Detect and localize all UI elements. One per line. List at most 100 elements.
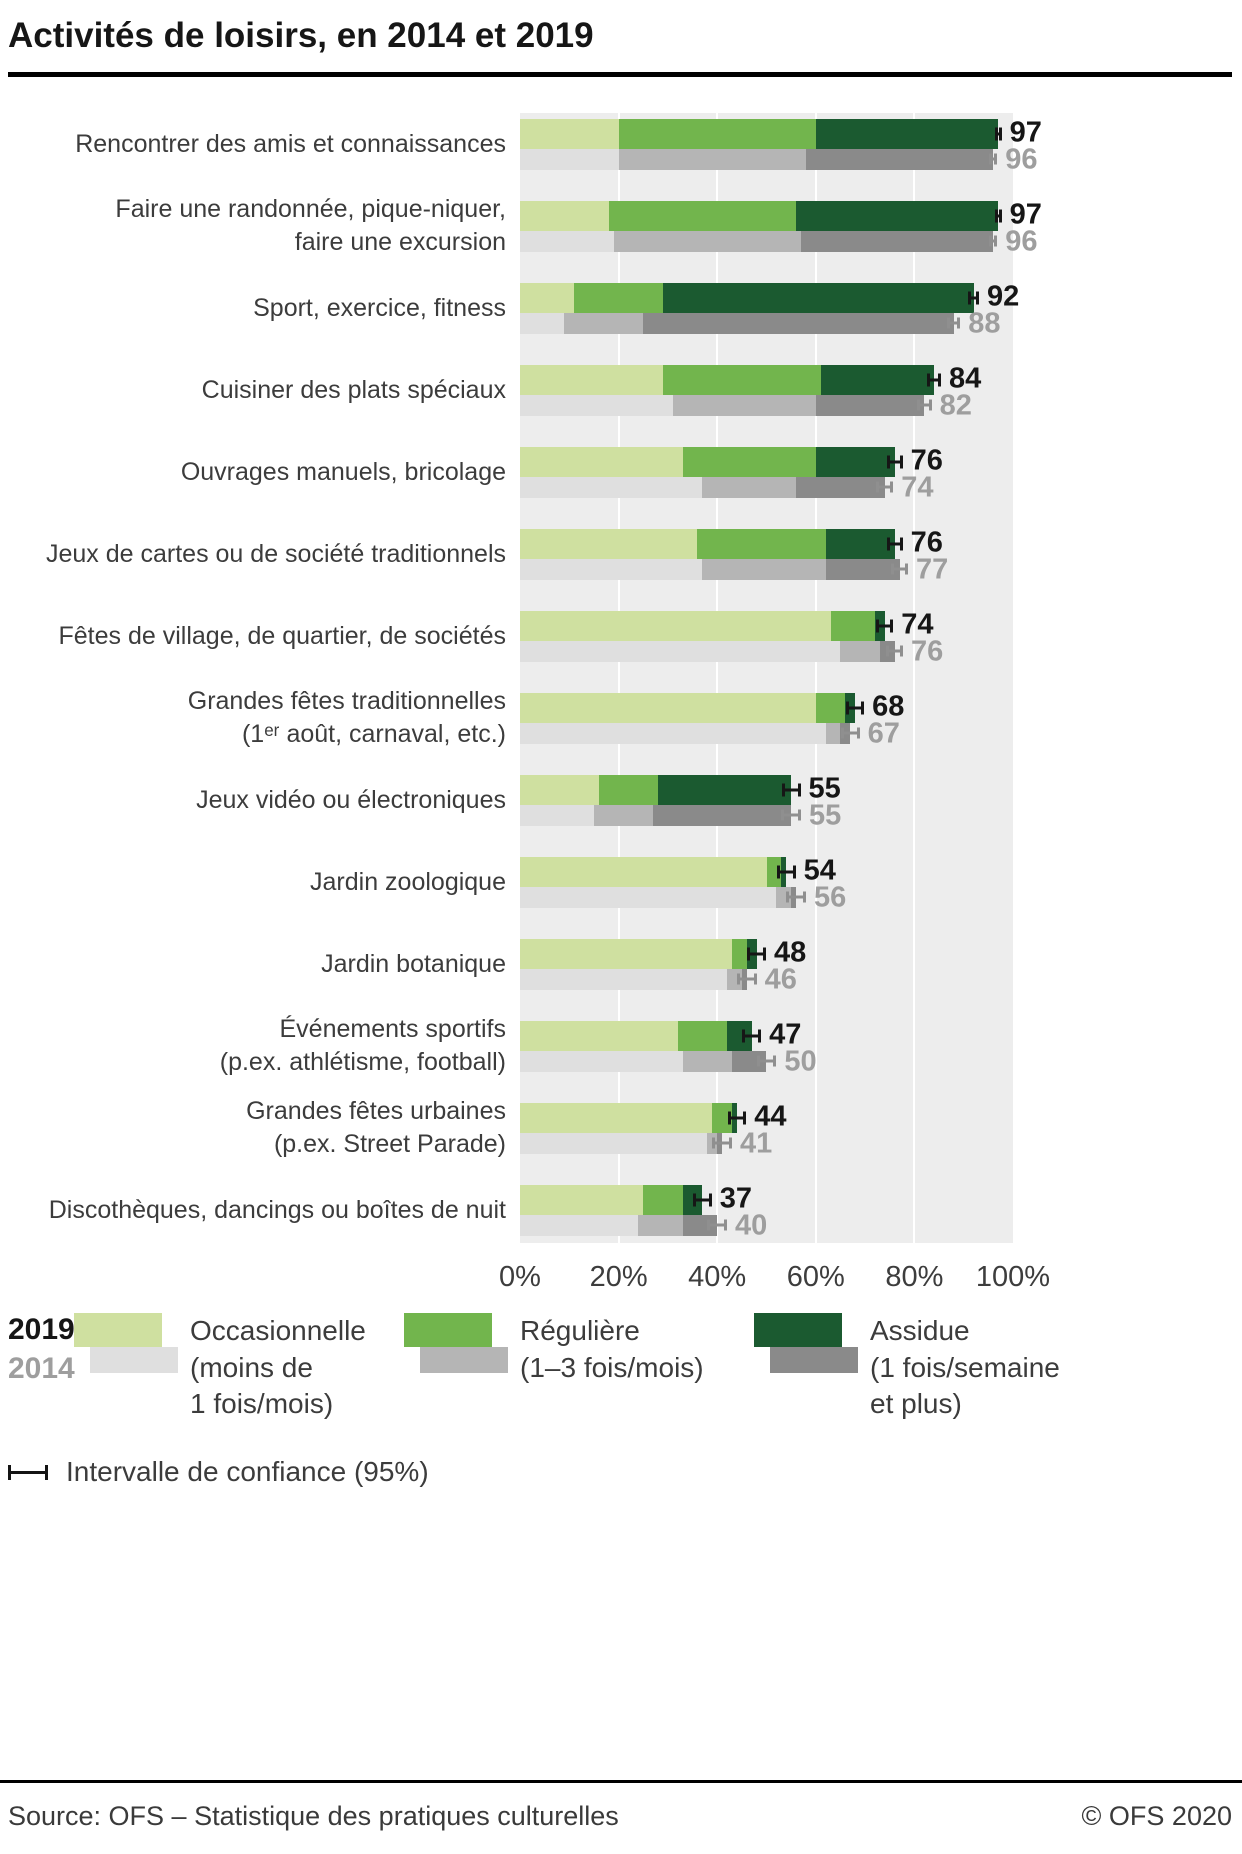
- category-label: Rencontrer des amis et connaissances: [0, 128, 520, 162]
- bar-segment: [593, 804, 654, 826]
- bar-pair: 54 56: [520, 854, 1013, 913]
- category-label: Grandes fêtes traditionnelles (1ᵉʳ août, …: [0, 685, 520, 752]
- bar-segment: [613, 230, 801, 252]
- bar-segment: [520, 118, 619, 149]
- chart-row: Grandes fêtes urbaines (p.ex. Street Para…: [0, 1087, 1242, 1169]
- bar-segment: [825, 558, 900, 580]
- category-label-line: Faire une randonnée, pique-niquer,: [115, 194, 506, 223]
- bar-segment: [658, 774, 792, 805]
- x-axis-tick-label: 60%: [786, 1261, 845, 1294]
- bar-2019: [520, 610, 1013, 641]
- value-2014: 50: [784, 1045, 817, 1078]
- chart-row: Fêtes de village, de quartier, de sociét…: [0, 595, 1242, 677]
- chart-row: Événements sportifs (p.ex. athlétisme, fo…: [0, 1005, 1242, 1087]
- bar-2019: [520, 1102, 1013, 1133]
- category-label: Cuisiner des plats spéciaux: [0, 374, 520, 408]
- bar-2014: [520, 886, 1013, 908]
- gridline: [814, 113, 817, 1244]
- value-2019: 55: [808, 772, 841, 805]
- legend-item-occasionnelle: Occasionnelle (moins de 1 fois/mois): [74, 1313, 404, 1422]
- bar-segment: [520, 774, 599, 805]
- bar-2019: [520, 1184, 1013, 1215]
- bar-segment: [520, 692, 816, 723]
- bar-segment: [520, 1020, 678, 1051]
- category-label-line: Jeux vidéo ou électroniques: [196, 785, 506, 814]
- bar-segment: [830, 610, 875, 641]
- category-label-line: Discothèques, dancings ou boîtes de nuit: [48, 1195, 506, 1224]
- bar-pair: 68 67: [520, 690, 1013, 749]
- bar-pair: 55 55: [520, 772, 1013, 831]
- legend-swatch-pair: [404, 1313, 508, 1375]
- bar-segment: [520, 856, 767, 887]
- confidence-interval: [781, 809, 801, 821]
- category-label: Grandes fêtes urbaines (p.ex. Street Para…: [0, 1095, 520, 1162]
- chart-rows: Rencontrer des amis et connaissances 97 96…: [0, 103, 1242, 1251]
- confidence-interval: [876, 481, 894, 493]
- category-label: Jeux vidéo ou électroniques: [0, 784, 520, 818]
- legend-swatch-2019: [754, 1313, 842, 1348]
- gridline: [617, 113, 620, 1244]
- confidence-interval: [742, 1029, 762, 1043]
- category-label: Événements sportifs (p.ex. athlétisme, fo…: [0, 1013, 520, 1080]
- bar-segment: [618, 118, 816, 149]
- category-label-line: Fêtes de village, de quartier, de sociét…: [58, 621, 507, 650]
- bar-segment: [618, 148, 806, 170]
- legend-item-assidue: Assidue (1 fois/semaine et plus): [754, 1313, 1234, 1422]
- bar-segment: [520, 968, 728, 990]
- bar-segment: [702, 558, 826, 580]
- chart-row: Cuisiner des plats spéciaux 84 82: [0, 349, 1242, 431]
- bar-segment: [520, 446, 683, 477]
- bar-segment: [702, 476, 797, 498]
- value-2014: 67: [867, 717, 900, 750]
- category-label-line: Grandes fêtes traditionnelles: [187, 686, 506, 715]
- legend-swatch-pair: [74, 1313, 178, 1375]
- bar-segment: [662, 364, 821, 395]
- value-2014: 46: [764, 963, 797, 996]
- bar-2014: [520, 476, 1013, 498]
- confidence-interval: [846, 701, 865, 715]
- chart-row: Jardin zoologique 54 56: [0, 841, 1242, 923]
- bar-segment: [520, 640, 841, 662]
- bar-2014: [520, 312, 1013, 334]
- bar-segment: [520, 1050, 683, 1072]
- bar-segment: [682, 446, 816, 477]
- value-2019: 97: [1009, 116, 1042, 149]
- bar-pair: 74 76: [520, 608, 1013, 667]
- category-label-line: Événements sportifs: [279, 1014, 507, 1043]
- bar-pair: 48 46: [520, 936, 1013, 995]
- x-axis-tick-label: 80%: [885, 1261, 944, 1294]
- ci-legend: Intervalle de confiance (95%): [8, 1456, 1234, 1488]
- chart-row: Jardin botanique 48 46: [0, 923, 1242, 1005]
- bar-segment: [598, 774, 659, 805]
- bar-2014: [520, 640, 1013, 662]
- confidence-interval: [989, 153, 998, 165]
- legend-swatch-2019: [404, 1313, 492, 1348]
- confidence-interval: [994, 127, 1002, 141]
- value-2019: 54: [803, 854, 836, 887]
- bar-pair: 97 96: [520, 116, 1042, 175]
- value-2014: 82: [939, 389, 972, 422]
- category-label-line: faire une excursion: [294, 228, 506, 257]
- bar-segment: [574, 282, 663, 313]
- bar-segment: [520, 886, 777, 908]
- bar-segment: [520, 1184, 644, 1215]
- confidence-interval-icon: [8, 1464, 48, 1480]
- bar-segment: [520, 200, 609, 231]
- value-2019: 74: [901, 608, 934, 641]
- category-label-line: Grandes fêtes urbaines: [246, 1096, 506, 1125]
- bar-segment: [638, 1214, 683, 1236]
- chart-row: Sport, exercice, fitness 92 88: [0, 267, 1242, 349]
- chart-row: Jeux de cartes ou de société traditionne…: [0, 513, 1242, 595]
- confidence-interval: [994, 209, 1002, 223]
- bar-pair: 97 96: [520, 198, 1042, 257]
- confidence-interval: [707, 1219, 728, 1231]
- chart-row: Ouvrages manuels, bricolage 76 74: [0, 431, 1242, 513]
- bar-2019: [520, 282, 1013, 313]
- confidence-interval: [989, 235, 998, 247]
- bar-segment: [520, 1214, 639, 1236]
- bar-2014: [520, 804, 1013, 826]
- legend: 2019 2014 Occasionnelle (moins de 1 fois/m…: [8, 1313, 1234, 1422]
- x-axis-tick-label: 40%: [688, 1261, 747, 1294]
- chart-row: Faire une randonnée, pique-niquer, faire …: [0, 185, 1242, 267]
- chart: Rencontrer des amis et connaissances 97 96…: [0, 103, 1242, 1299]
